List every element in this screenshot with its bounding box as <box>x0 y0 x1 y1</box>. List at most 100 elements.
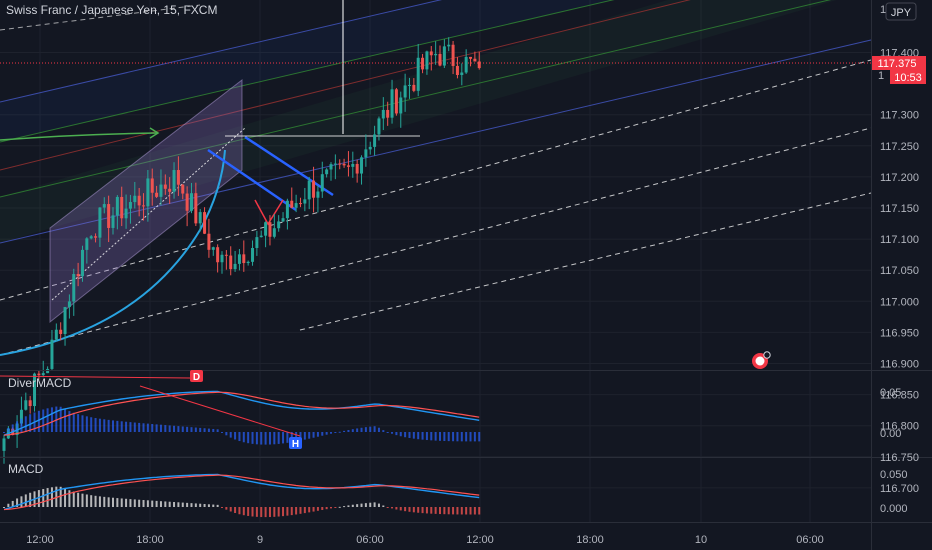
histogram-bar <box>194 503 197 507</box>
last-price-badge: 117.375 1 10:53 <box>872 56 926 84</box>
histogram-bar <box>133 422 136 432</box>
histogram-bar <box>456 507 459 515</box>
trend-drawings <box>0 0 872 356</box>
histogram-bar <box>373 502 376 507</box>
candle-body <box>76 274 80 277</box>
time-label: 12:00 <box>26 534 54 546</box>
histogram-bar <box>443 507 446 515</box>
histogram-bar <box>216 429 219 432</box>
signal-line <box>3 391 480 436</box>
candle-body <box>469 56 473 59</box>
candle-body <box>477 61 481 69</box>
candle-body <box>19 409 23 424</box>
histogram-bar <box>50 407 53 432</box>
currency-button[interactable]: JPY <box>885 2 917 21</box>
candle-body <box>37 373 41 376</box>
candle-body <box>172 170 176 192</box>
histogram-bar <box>90 417 93 432</box>
histogram-bar <box>417 432 420 440</box>
histogram-bar <box>343 506 346 508</box>
histogram-bar <box>151 500 154 507</box>
histogram-bar <box>334 507 337 508</box>
histogram-bar <box>7 427 10 432</box>
candle-body <box>342 163 346 166</box>
hidden-divergence-marker: H <box>289 437 302 450</box>
histogram-bar <box>369 426 372 432</box>
histogram-bar <box>155 424 158 432</box>
histogram-bar <box>404 432 407 438</box>
histogram-bar <box>330 432 332 434</box>
histogram-bar <box>98 418 101 432</box>
histogram-bar <box>159 424 162 432</box>
histogram-bar <box>343 430 346 432</box>
histogram-bar <box>151 424 154 432</box>
histogram-bar <box>439 507 441 515</box>
histogram-bar <box>460 432 463 442</box>
candle-body <box>360 157 364 174</box>
candle-body <box>24 400 28 410</box>
histogram-bar <box>20 496 23 507</box>
wedge-upper <box>244 135 334 197</box>
macd-tick-zero: 0.000 <box>880 503 908 515</box>
divergence-line <box>139 385 301 437</box>
green-channel-fill <box>0 0 837 243</box>
histogram-bar <box>107 497 110 507</box>
histogram-bar <box>190 503 193 507</box>
histogram-bar <box>107 419 110 432</box>
histogram-bar <box>312 507 315 512</box>
candle-body <box>442 46 446 66</box>
histogram-bar <box>238 507 241 515</box>
histogram-bar <box>225 507 228 510</box>
alert-clock-icon[interactable] <box>752 351 771 369</box>
histogram-bar <box>64 488 67 507</box>
price-tick: 117.050 <box>880 265 919 277</box>
histogram-bar <box>325 507 328 510</box>
histogram-bar <box>212 428 215 432</box>
candle-body <box>312 180 316 198</box>
histogram-bar <box>386 507 389 508</box>
candle-body <box>2 438 6 451</box>
candle-body <box>128 202 132 209</box>
histogram-bar <box>373 426 376 432</box>
histogram-bar <box>199 503 202 507</box>
histogram-bar <box>55 486 58 507</box>
histogram-bar <box>399 507 402 511</box>
histogram-bar <box>173 425 176 432</box>
price-tick: 116.900 <box>880 359 919 371</box>
histogram-bar <box>268 432 271 445</box>
histogram-bar <box>443 432 446 441</box>
candle-body <box>33 373 37 407</box>
candle-body <box>133 195 137 203</box>
divergence-line <box>0 375 191 379</box>
price-tick: 117.000 <box>880 296 919 308</box>
histogram-bar <box>85 494 88 507</box>
candle-body <box>194 193 198 224</box>
histogram-bar <box>325 432 328 435</box>
histogram-bar <box>116 498 119 507</box>
candle-body <box>94 236 98 238</box>
histogram-bar <box>351 429 354 432</box>
histogram-bar <box>55 406 58 432</box>
histogram-bar <box>321 507 324 510</box>
candle-body <box>168 188 172 192</box>
histogram-bar <box>199 427 202 432</box>
histogram-bar <box>452 432 455 442</box>
histogram-bar <box>360 503 363 507</box>
candle-body <box>124 208 128 219</box>
trend-line <box>0 0 443 103</box>
histogram-bar <box>290 507 293 516</box>
candle-body <box>207 233 211 250</box>
histogram-bar <box>64 409 67 432</box>
candle-body <box>237 254 241 264</box>
candle-body <box>394 89 398 114</box>
histogram-bar <box>369 502 372 507</box>
histogram-bar <box>478 507 481 515</box>
histogram-bar <box>282 507 285 517</box>
histogram-bar <box>81 493 84 507</box>
histogram-bar <box>146 500 149 507</box>
histogram-bar <box>286 432 289 443</box>
histogram-bar <box>94 418 97 432</box>
histogram-bar <box>364 427 367 432</box>
histogram-bar <box>447 507 450 515</box>
histogram-bar <box>382 430 385 432</box>
